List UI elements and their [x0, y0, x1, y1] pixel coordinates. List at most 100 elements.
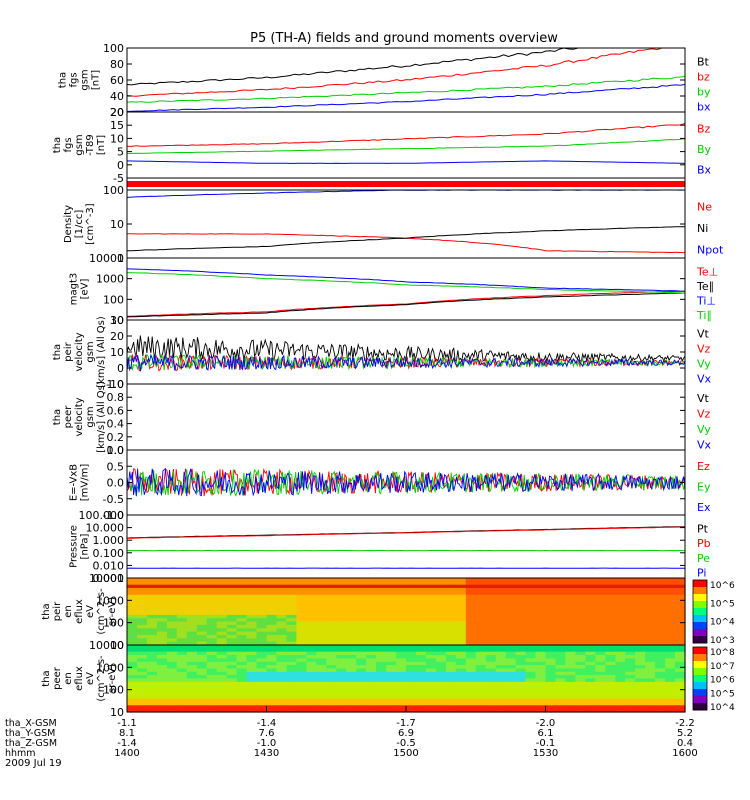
colorbar-segment: [693, 587, 707, 595]
spectrogram-cell: [425, 598, 437, 603]
spectrogram-cell: [146, 584, 158, 589]
spectrogram-cell: [545, 668, 557, 673]
spectrogram-cell: [146, 702, 158, 706]
spectrogram-cell: [515, 681, 527, 686]
spectrogram-cell: [336, 661, 347, 666]
spectrogram-cell: [455, 665, 467, 670]
spectrogram-cell: [485, 594, 497, 599]
spectrogram-cell: [176, 604, 188, 609]
y-tick-label: 1.0: [107, 444, 125, 457]
spectrogram-cell: [276, 661, 288, 666]
spectrogram-cell: [356, 608, 367, 613]
spectrogram-cell: [595, 578, 606, 582]
spectrogram-cell: [665, 594, 676, 599]
spectrogram-cell: [505, 695, 517, 700]
spectrogram-cell: [236, 614, 248, 619]
spectrogram-cell: [565, 628, 576, 633]
spectrogram-cell: [645, 648, 656, 653]
y-tick-label: 80: [110, 58, 124, 71]
spectrogram-cell: [186, 702, 198, 706]
spectrogram-cell: [635, 681, 646, 686]
spectrogram-cell: [565, 608, 576, 613]
spectrogram-cell: [266, 668, 278, 673]
spectrogram-cell: [455, 618, 467, 623]
spectrogram-cell: [246, 621, 258, 626]
spectrogram-cell: [565, 705, 576, 710]
spectrogram-cell: [625, 708, 636, 713]
spectrogram-cell: [645, 581, 656, 586]
spectrogram-cell: [565, 688, 576, 693]
y-axis-label: [nT]: [91, 70, 102, 90]
legend-label: Te∥: [696, 280, 714, 293]
spectrogram-cell: [196, 618, 208, 623]
spectrogram-cell: [665, 688, 676, 693]
spectrogram-cell: [156, 628, 168, 633]
spectrogram-cell: [236, 695, 248, 700]
spectrogram-cell: [565, 648, 576, 653]
spectrogram-cell: [435, 624, 447, 629]
colorbar-segment: [693, 636, 707, 644]
spectrogram-cell: [605, 665, 616, 670]
spectrogram-cell: [386, 645, 397, 649]
spectrogram-cell: [445, 584, 457, 589]
spectrogram-cell: [605, 691, 616, 696]
spectrogram-cell: [306, 594, 317, 599]
spectrogram-cell: [625, 598, 636, 603]
series-line-by: [126, 76, 686, 103]
spectrogram-cell: [635, 638, 646, 643]
spectrogram-cell: [545, 611, 557, 616]
colorbar-segment: [693, 675, 707, 683]
spectrogram-cell: [675, 614, 686, 619]
spectrogram-cell: [206, 604, 218, 609]
colorbar-label: 10^7: [710, 662, 735, 672]
spectrogram-cell: [595, 635, 606, 639]
spectrogram-cell: [625, 618, 636, 623]
spectrogram-cell: [565, 678, 576, 683]
spectrogram-cell: [196, 671, 208, 676]
spectrogram-cell: [615, 661, 626, 666]
spectrogram-cell: [336, 648, 347, 653]
spectrogram-cell: [435, 581, 447, 586]
spectrogram-cell: [346, 608, 357, 613]
spectrogram-cell: [326, 628, 337, 633]
spectrogram-cell: [356, 691, 367, 696]
spectrogram-cell: [635, 608, 646, 613]
spectrogram-cell: [535, 618, 547, 623]
spectrogram-cell: [326, 688, 337, 693]
spectrogram-cell: [226, 624, 238, 629]
spectrogram-cell: [605, 705, 616, 710]
y-axis-label: E=-VxB: [69, 464, 80, 501]
x-annotation-label: tha_Y-GSM: [5, 728, 55, 739]
spectrogram-cell: [555, 671, 567, 676]
spectrogram-cell: [326, 681, 337, 686]
spectrogram-cell: [176, 688, 188, 693]
spectrogram-cell: [435, 685, 447, 690]
spectrogram-cell: [146, 631, 158, 636]
x-annotation-value: -1.4: [117, 738, 137, 749]
spectrogram-cell: [675, 668, 686, 673]
spectrogram-cell: [286, 601, 297, 606]
spectrogram-cell: [386, 621, 397, 626]
spectrogram-cell: [416, 648, 427, 653]
spectrogram-cell: [146, 698, 158, 703]
spectrogram-cell: [455, 658, 467, 663]
spectrogram-cell: [326, 685, 337, 690]
y-axis-label: gsm: [80, 69, 91, 90]
colorbar-segment: [693, 622, 707, 630]
spectrogram-cell: [406, 678, 417, 683]
spectrogram-cell: [655, 655, 666, 659]
spectrogram-cell: [186, 631, 198, 636]
spectrogram-cell: [465, 668, 477, 673]
spectrogram-cell: [485, 631, 497, 636]
spectrogram-cell: [435, 604, 447, 609]
spectrogram-cell: [645, 618, 656, 623]
spectrogram-cell: [555, 581, 567, 586]
spectrogram-cell: [176, 658, 188, 663]
spectrogram-cell: [236, 645, 248, 649]
spectrogram-cell: [306, 614, 317, 619]
spectrogram-cell: [575, 588, 586, 592]
spectrogram-cell: [146, 708, 158, 713]
spectrogram-cell: [366, 695, 377, 700]
spectrogram-cell: [625, 685, 636, 690]
spectrogram-cell: [346, 614, 357, 619]
